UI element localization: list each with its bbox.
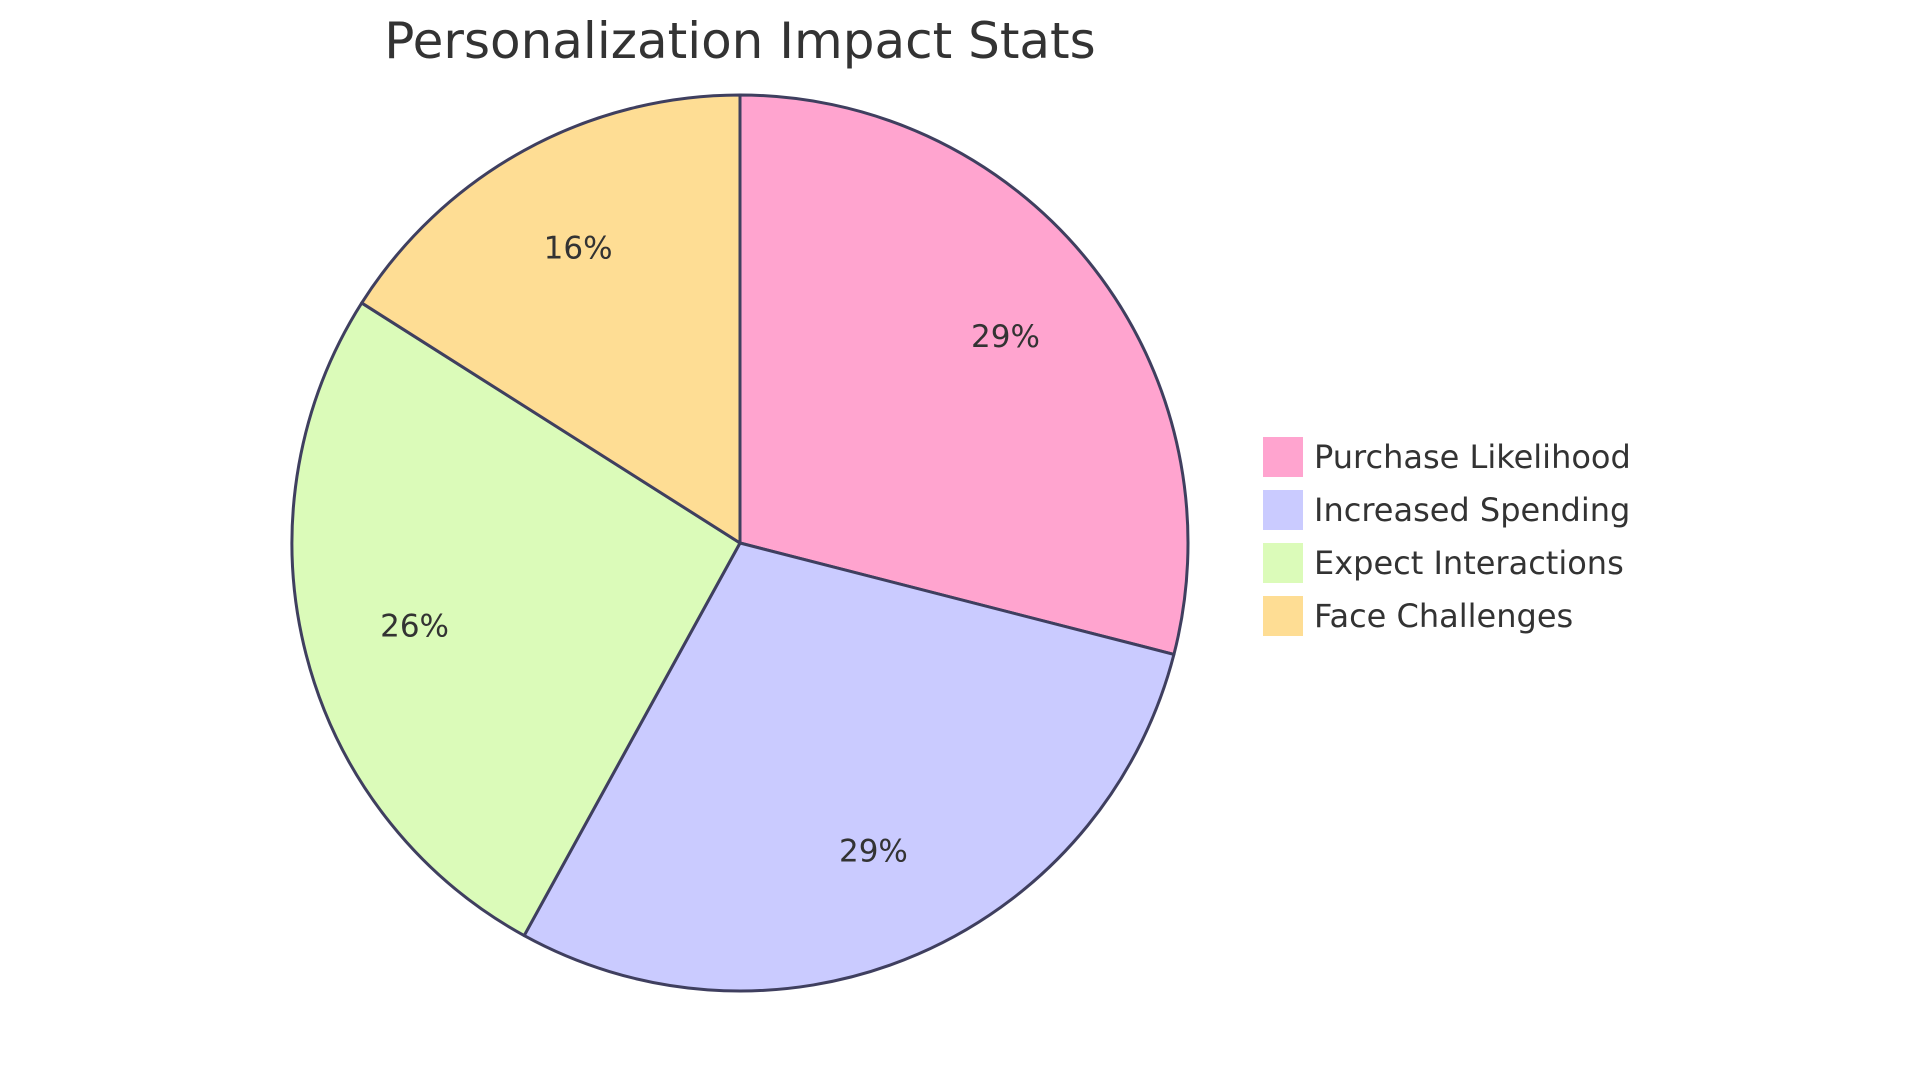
pie-slice-purchase-likelihood (738, 93, 1190, 656)
slice-label-purchase-likelihood: 29% (971, 319, 1040, 355)
legend-label-purchase-likelihood: Purchase Likelihood (1314, 438, 1631, 476)
legend-label-increased-spending: Increased Spending (1314, 491, 1630, 529)
legend-swatch-purchase-likelihood (1261, 435, 1305, 479)
slice-label-face-challenges: 16% (544, 231, 613, 267)
legend-swatch-expect-interactions (1261, 541, 1305, 585)
slice-label-expect-interactions: 26% (380, 609, 449, 645)
pie-slice-face-challenges (360, 93, 742, 545)
legend-label-expect-interactions: Expect Interactions (1314, 544, 1624, 582)
chart-title: Personalization Impact Stats (384, 12, 1095, 70)
slice-label-increased-spending: 29% (839, 833, 908, 869)
legend-label-face-challenges: Face Challenges (1314, 597, 1573, 635)
pie-slice-expect-interactions (290, 301, 742, 938)
pie-slice-increased-spending (522, 541, 1176, 993)
legend-swatch-face-challenges (1261, 594, 1305, 638)
legend-swatch-increased-spending (1261, 488, 1305, 532)
